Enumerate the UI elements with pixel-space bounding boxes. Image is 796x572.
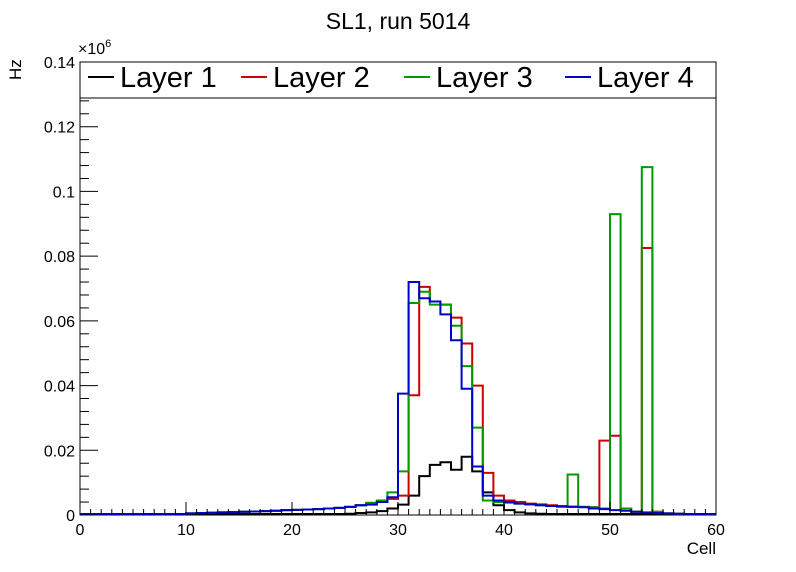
axes-layer: 0 10 20 30 40 50 60 0 0.02 0.04 0.06 0.08 0.1 0.12 0.1… (44, 55, 725, 539)
y-axis-label: Hz (6, 59, 25, 80)
x-tick-label: 40 (495, 522, 513, 539)
legend-box (79, 61, 717, 99)
x-tick-label: 50 (601, 522, 619, 539)
y-tick-label: 0.14 (44, 55, 75, 72)
series-line-layer-1 (80, 455, 716, 516)
y-tick-label: 0.08 (44, 249, 75, 266)
legend: Layer 1 Layer 2 Layer 3 Layer 4 (88, 62, 694, 94)
y-multiplier: ×106 (78, 38, 111, 58)
legend-label-layer-2: Layer 2 (273, 62, 370, 94)
x-tick-label: 10 (177, 522, 195, 539)
y-tick-label: 0.04 (44, 379, 75, 396)
y-tick-label: 0 (66, 508, 75, 525)
x-tick-label: 20 (283, 522, 301, 539)
legend-label-layer-3: Layer 3 (436, 62, 533, 94)
y-tick-label: 0.12 (44, 120, 75, 137)
y-multiplier-exponent: 6 (105, 38, 111, 50)
y-multiplier-base: ×10 (78, 41, 105, 58)
y-tick-label: 0.06 (44, 314, 75, 331)
chart-title: SL1, run 5014 (326, 8, 471, 34)
x-tick-label: 30 (389, 522, 407, 539)
series-layer (80, 166, 716, 516)
x-tick-label: 60 (707, 522, 725, 539)
x-axis-label: Cell (687, 539, 716, 558)
y-tick-label: 0.1 (53, 184, 75, 201)
legend-label-layer-4: Layer 4 (597, 62, 694, 94)
y-tick-label: 0.02 (44, 443, 75, 460)
legend-label-layer-1: Layer 1 (120, 62, 217, 94)
x-tick-label: 0 (76, 522, 85, 539)
